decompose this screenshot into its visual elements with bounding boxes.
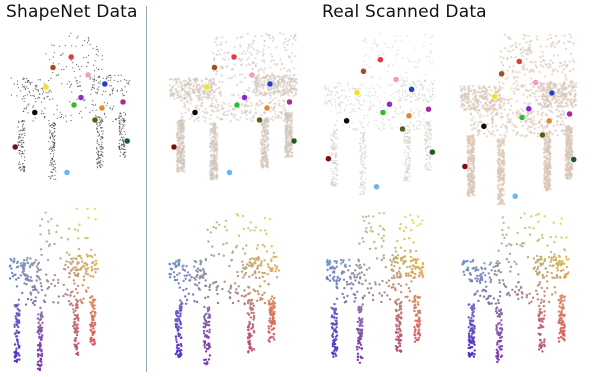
scan-chair-2-keypoints xyxy=(323,33,436,196)
keypoint-5 xyxy=(233,101,241,109)
keypoint-10 xyxy=(63,169,71,176)
scan-chair-2-segmentation xyxy=(325,212,425,364)
keypoint-2 xyxy=(353,89,361,96)
keypoint-2 xyxy=(42,83,50,91)
keypoint-6 xyxy=(98,104,106,112)
scan1-seg-cloud xyxy=(168,212,281,366)
keypoint-9 xyxy=(429,148,436,156)
keypoint-10 xyxy=(226,169,233,176)
keypoint-7 xyxy=(566,110,573,118)
keypoint-13 xyxy=(399,125,406,133)
keypoint-4 xyxy=(191,109,199,116)
keypoint-13 xyxy=(539,131,546,139)
keypoint-9 xyxy=(290,137,298,145)
keypoint-14 xyxy=(525,105,533,113)
keypoint-14 xyxy=(241,94,248,101)
keypoint-6 xyxy=(405,112,413,120)
shapenet-point-cloud xyxy=(10,32,130,180)
keypoint-4 xyxy=(480,123,488,130)
keypoint-9 xyxy=(570,156,577,163)
keypoint-11 xyxy=(392,76,400,83)
keypoint-1 xyxy=(377,56,384,63)
keypoint-13 xyxy=(91,116,99,124)
keypoint-6 xyxy=(263,104,271,112)
shapenet-chair-keypoints xyxy=(10,32,131,180)
scan1-keypoints xyxy=(170,53,298,176)
shapenet-chair-segmentation xyxy=(8,207,99,372)
keypoint-12 xyxy=(360,68,367,75)
keypoint-11 xyxy=(248,71,256,79)
keypoint-10 xyxy=(511,193,519,200)
scan-chair-1-segmentation xyxy=(168,212,281,366)
scan-chair-1-keypoints xyxy=(168,31,298,181)
keypoint-2 xyxy=(203,83,211,91)
scan2-keypoints xyxy=(325,56,436,191)
keypoint-12 xyxy=(498,70,505,78)
keypoint-14 xyxy=(386,101,393,108)
column-divider xyxy=(146,6,147,372)
keypoint-12 xyxy=(49,64,57,71)
keypoint-4 xyxy=(31,109,39,116)
keypoint-7 xyxy=(425,105,432,113)
keypoint-13 xyxy=(256,116,263,124)
keypoint-1 xyxy=(67,53,75,61)
keypoint-12 xyxy=(211,64,218,71)
keypoint-3 xyxy=(408,86,415,93)
scan3-surface xyxy=(459,33,578,206)
keypoint-14 xyxy=(77,94,85,101)
keypoint-10 xyxy=(373,183,380,191)
keypoint-11 xyxy=(532,79,539,86)
keypoint-8 xyxy=(461,163,469,170)
keypoint-8 xyxy=(170,143,178,151)
real-scanned-data-title: Real Scanned Data xyxy=(322,2,487,22)
keypoint-1 xyxy=(516,58,523,65)
scan-chair-3-segmentation xyxy=(461,212,570,364)
keypoint-8 xyxy=(11,143,19,151)
keypoint-1 xyxy=(230,53,238,61)
keypoint-11 xyxy=(84,71,92,79)
keypoint-8 xyxy=(325,155,332,162)
keypoint-5 xyxy=(518,114,526,121)
keypoint-6 xyxy=(545,117,553,125)
scan2-surface xyxy=(323,33,436,196)
scan2-seg-cloud xyxy=(325,212,425,364)
keypoint-5 xyxy=(379,109,387,116)
shapenet-data-title: ShapeNet Data xyxy=(6,2,138,22)
scan3-seg-cloud xyxy=(461,212,570,364)
keypoint-5 xyxy=(70,101,78,109)
keypoint-7 xyxy=(119,98,127,106)
shapenet-keypoints xyxy=(11,53,131,176)
keypoint-9 xyxy=(123,137,131,145)
keypoint-3 xyxy=(266,80,274,88)
keypoint-3 xyxy=(548,89,556,97)
scan-chair-3-keypoints xyxy=(459,33,578,206)
keypoint-4 xyxy=(343,117,350,125)
keypoint-7 xyxy=(286,98,293,106)
scan3-keypoints xyxy=(461,58,577,200)
shapenet-seg-cloud xyxy=(8,207,99,372)
keypoint-3 xyxy=(101,80,109,88)
keypoint-2 xyxy=(491,93,499,100)
